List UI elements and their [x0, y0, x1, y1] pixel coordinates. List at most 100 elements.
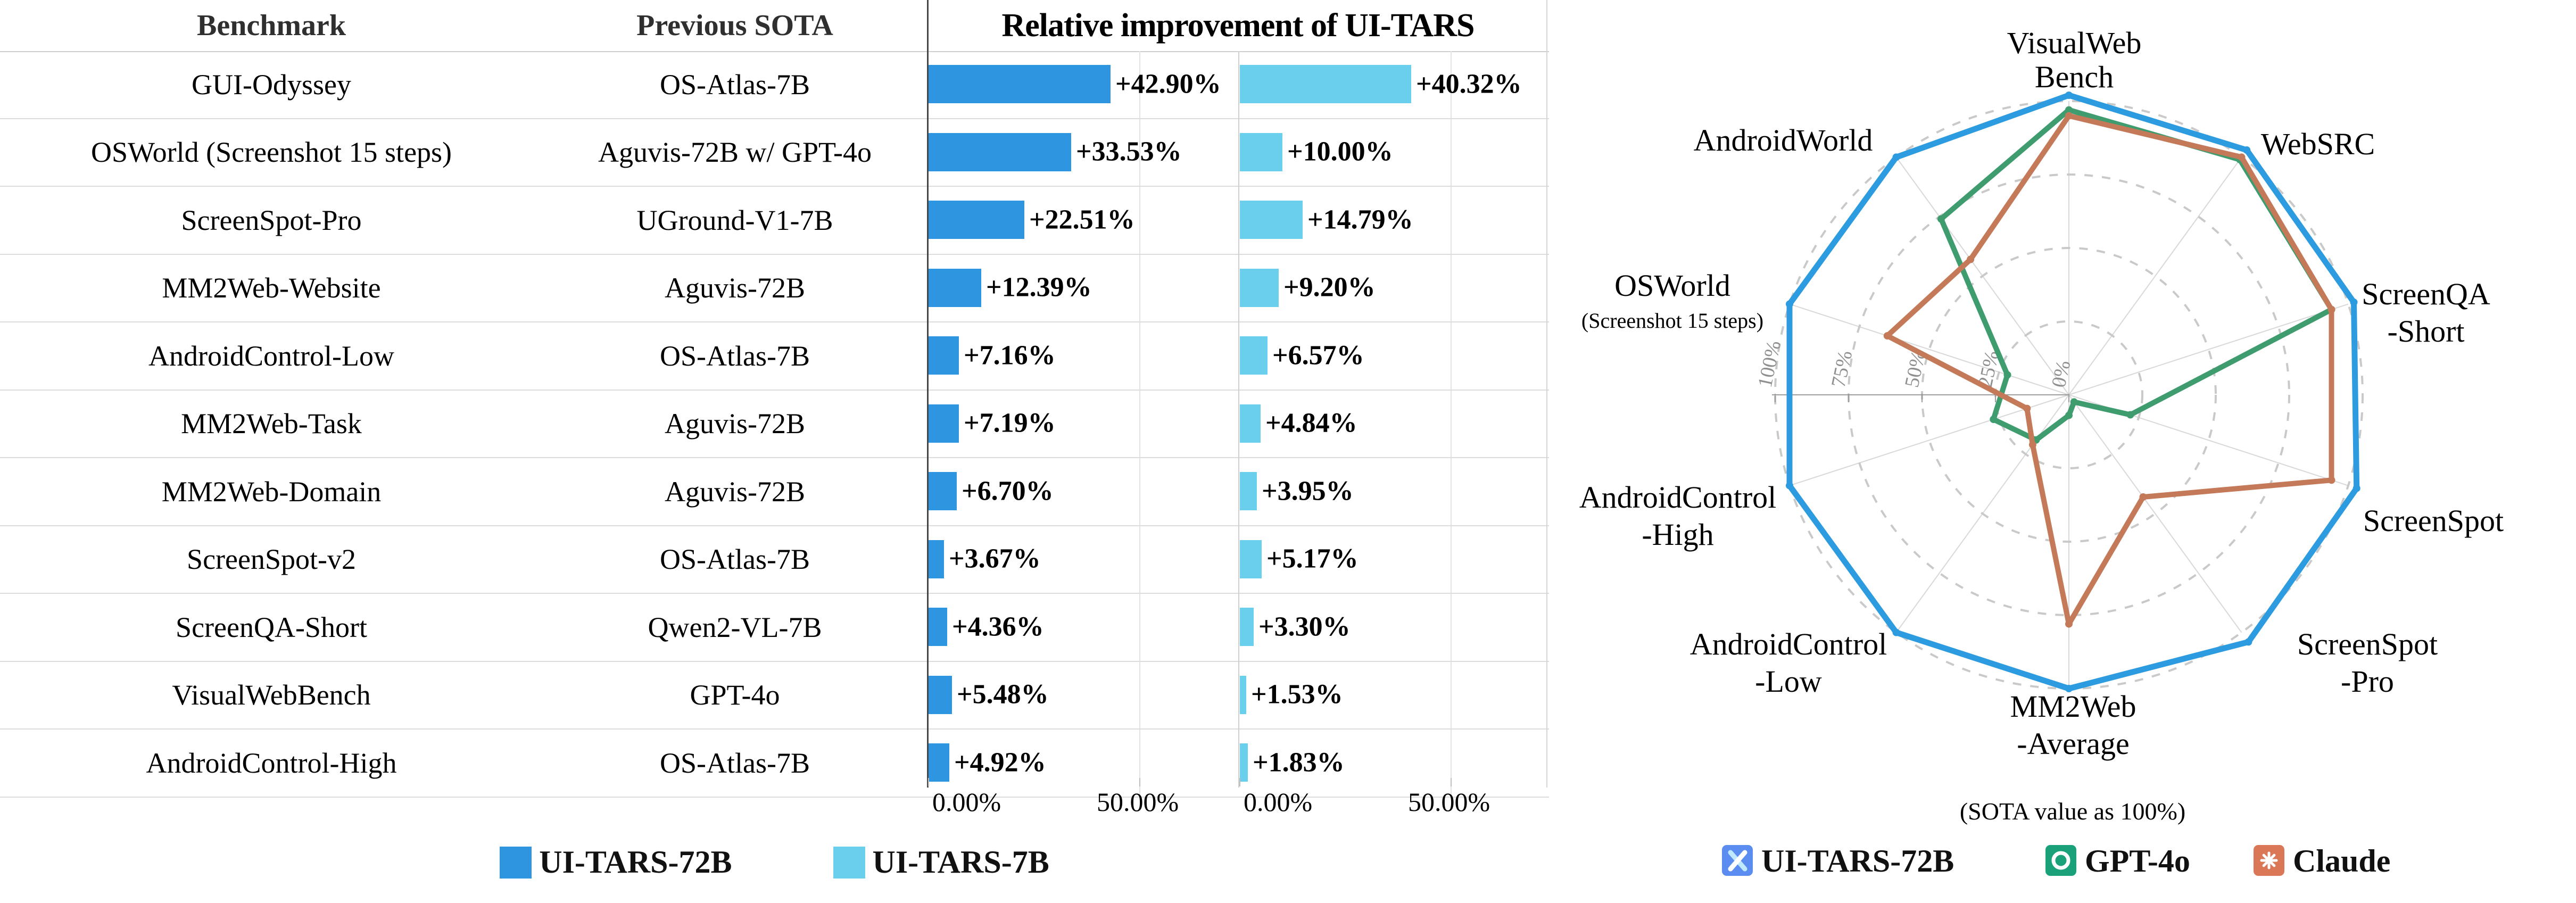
- legend-label: UI-TARS-72B: [539, 844, 732, 880]
- bar-value-label: +7.19%: [964, 408, 1056, 438]
- legend-item-ui-tars-72b: UI-TARS-72B: [500, 844, 732, 881]
- table-row: MM2Web-Domain Aguvis-72B +6.70% +3.95%: [0, 458, 1549, 526]
- radar-axis-label-androidcontrol-low: AndroidControl: [1690, 627, 1887, 661]
- bar-ui-tars-7b: [1240, 743, 1248, 782]
- radar-vertex: [2327, 476, 2335, 484]
- bar-value-label: +14.79%: [1307, 204, 1413, 235]
- radar-spoke: [2068, 156, 2242, 395]
- radar-axis-label-visualwebbench: Bench: [2035, 60, 2114, 94]
- radar-vertex: [1937, 215, 1945, 223]
- table-row: GUI-Odyssey OS-Atlas-7B +42.90% +40.32%: [0, 51, 1549, 119]
- table-row: MM2Web-Website Aguvis-72B +12.39% +9.20%: [0, 254, 1549, 322]
- radar-axis-label-androidcontrol-low: -Low: [1755, 664, 1822, 699]
- table-row: OSWorld (Screenshot 15 steps) Aguvis-72B …: [0, 119, 1549, 187]
- bar-ui-tars-7b: [1240, 675, 1246, 714]
- radar-tick-label: 0%: [2048, 359, 2075, 390]
- radar-axis-label-androidcontrol-high: AndroidControl: [1579, 480, 1777, 515]
- radar-axis-label-screenspot-pro: -Pro: [2341, 664, 2394, 699]
- bar-cell-ui-tars-7b: +10.00%: [1238, 119, 1549, 186]
- benchmark-name: ScreenSpot-Pro: [181, 204, 362, 236]
- benchmark-name: MM2Web-Website: [162, 272, 381, 304]
- bar-value-label: +12.39%: [986, 272, 1092, 303]
- bar-value-label: +9.20%: [1283, 272, 1376, 303]
- table-row: ScreenSpot-v2 OS-Atlas-7B +3.67% +5.17%: [0, 526, 1549, 594]
- gridline-50pct: [1139, 254, 1140, 321]
- bar-column-divider: [1238, 51, 1239, 788]
- bar-cell-ui-tars-7b: +3.95%: [1238, 458, 1549, 525]
- radar-legend-label: UI-TARS-72B: [1761, 843, 1954, 879]
- x-axis-tick: [928, 778, 929, 786]
- gridline-50pct: [1139, 458, 1140, 525]
- x-axis-tick: [1451, 778, 1452, 786]
- previous-sota-name: Qwen2-VL-7B: [648, 611, 822, 643]
- radar-series-ui-tars-72b: [1786, 92, 2360, 692]
- previous-sota-name: OS-Atlas-7B: [660, 543, 810, 576]
- radar-vertex: [2028, 441, 2036, 449]
- panel-left-border: [927, 0, 929, 788]
- x-tick-label-50: 50.00%: [1408, 787, 1490, 817]
- bar-ui-tars-72b: [929, 608, 947, 646]
- gridline-50pct: [1451, 594, 1452, 661]
- radar-vertex: [2070, 398, 2078, 406]
- previous-sota-name: OS-Atlas-7B: [660, 747, 810, 779]
- benchmark-name: ScreenSpot-v2: [187, 543, 356, 576]
- benchmark-name: GUI-Odyssey: [192, 68, 351, 101]
- radar-axis-label-visualwebbench: VisualWeb: [2007, 26, 2142, 60]
- bar-ui-tars-7b: [1240, 268, 1279, 307]
- bar-cell-ui-tars-72b: +7.16%: [927, 322, 1238, 390]
- benchmark-name: ScreenQA-Short: [176, 611, 367, 643]
- radar-vertex: [2327, 305, 2335, 313]
- bar-ui-tars-7b: [1240, 608, 1254, 646]
- bar-value-label: +3.95%: [1262, 476, 1354, 507]
- table-header-row: Benchmark Previous SOTA Relative improve…: [0, 0, 1549, 52]
- radar-legend-item-gpt-4o: GPT-4o: [2045, 843, 2190, 879]
- gridline-50pct: [1139, 526, 1140, 593]
- benchmark-name: VisualWebBench: [172, 679, 371, 711]
- gridline-50pct: [1139, 730, 1140, 797]
- radar-vertex: [2065, 92, 2073, 99]
- radar-vertex: [1967, 255, 1975, 263]
- gridline-50pct: [1139, 187, 1140, 254]
- gridline-50pct: [1451, 661, 1452, 728]
- legend-label: UI-TARS-7B: [872, 844, 1049, 880]
- radar-vertex: [2065, 112, 2073, 120]
- bar-value-label: +5.48%: [957, 679, 1049, 710]
- x-tick-label-0: 0.00%: [1244, 787, 1313, 817]
- bar-value-label: +42.90%: [1115, 69, 1221, 100]
- bar-cell-ui-tars-72b: +22.51%: [927, 187, 1238, 254]
- previous-sota-name: Aguvis-72B: [664, 272, 805, 304]
- bar-cell-ui-tars-7b: +5.17%: [1238, 526, 1549, 593]
- bar-value-label: +10.00%: [1287, 136, 1393, 167]
- bar-cell-ui-tars-72b: +4.36%: [927, 594, 1238, 661]
- radar-vertex: [1786, 482, 1793, 490]
- gridline-50pct: [1139, 322, 1140, 390]
- radar-axis-label-androidworld: AndroidWorld: [1694, 123, 1873, 158]
- radar-vertex: [2353, 484, 2360, 492]
- radar-axis-label-mm2web-average: -Average: [2017, 726, 2129, 761]
- ui-tars-logo-stroke: [1728, 850, 1747, 872]
- radar-vertex: [1883, 332, 1891, 340]
- bar-ui-tars-7b: [1240, 404, 1261, 443]
- bar-ui-tars-72b: [929, 268, 981, 307]
- radar-tick-label: 100%: [1754, 338, 1786, 389]
- bar-cell-ui-tars-7b: +1.83%: [1238, 730, 1549, 797]
- bar-ui-tars-7b: [1240, 540, 1262, 578]
- benchmark-name: MM2Web-Task: [181, 408, 362, 440]
- x-axis-tick: [1139, 778, 1140, 786]
- previous-sota-name: UGround-V1-7B: [636, 204, 833, 236]
- table-row: AndroidControl-High OS-Atlas-7B +4.92% +1.8…: [0, 730, 1549, 798]
- bar-value-label: +6.70%: [962, 476, 1054, 507]
- table-row: MM2Web-Task Aguvis-72B +7.19% +4.84%: [0, 390, 1549, 458]
- legend-item-ui-tars-7b: UI-TARS-7B: [833, 844, 1049, 881]
- claude-starburst-ray: [2267, 854, 2276, 862]
- bar-ui-tars-72b: [929, 201, 1024, 239]
- table-row: ScreenSpot-Pro UGround-V1-7B +22.51% +14.79…: [0, 187, 1549, 255]
- bar-ui-tars-7b: [1240, 65, 1411, 103]
- table-row: AndroidControl-Low OS-Atlas-7B +7.16% +6.57…: [0, 322, 1549, 391]
- benchmark-name: AndroidControl-High: [146, 747, 397, 779]
- bar-ui-tars-7b: [1240, 336, 1268, 375]
- radar-axis-label-mm2web-average: MM2Web: [2010, 689, 2136, 724]
- bar-value-label: +7.16%: [964, 340, 1056, 371]
- bar-value-label: +4.92%: [954, 747, 1046, 778]
